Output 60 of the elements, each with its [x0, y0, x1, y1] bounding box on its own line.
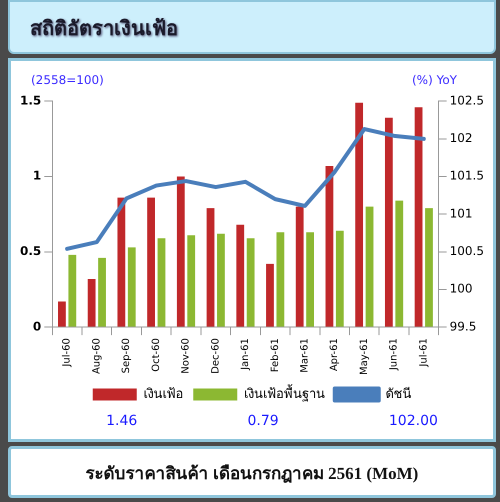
bar: [326, 166, 334, 327]
x-tick-label: Mar-61: [299, 338, 310, 373]
x-tick-label: Nov-60: [180, 338, 192, 374]
bar: [158, 238, 166, 327]
y-tick-label: 1: [32, 168, 42, 183]
y2-tick-label: 102: [450, 130, 473, 145]
bar: [355, 102, 364, 327]
x-tick-label: Jun-61: [388, 338, 400, 372]
y2-tick-label: 99.5: [450, 319, 476, 334]
bar: [58, 302, 66, 327]
y2-tick-label: 100: [450, 282, 473, 296]
text: 1.46: [106, 413, 138, 429]
bar: [306, 232, 314, 327]
x-tick-label: Oct-60: [150, 338, 162, 372]
bar: [414, 107, 422, 327]
bar: [187, 235, 196, 327]
bar: [336, 230, 344, 327]
bar: [395, 200, 404, 327]
y2-axis-title: (%) YoY: [412, 73, 457, 87]
y-tick-label: 0: [32, 319, 42, 334]
bar: [176, 176, 185, 327]
bar: [296, 206, 304, 327]
y-tick-label: 1.5: [20, 93, 42, 108]
y2-tick-label: 100.5: [450, 244, 484, 258]
bar: [117, 198, 126, 327]
x-tick-label: Jul-60: [62, 338, 73, 368]
bar: [366, 206, 374, 327]
bar: [206, 208, 214, 327]
y-axis-title: (2558=100): [31, 73, 104, 87]
bar: [98, 258, 106, 327]
y-tick-label: 0.5: [20, 244, 42, 258]
x-tick-label: Jul-61: [418, 338, 430, 368]
bar: [217, 234, 225, 327]
x-tick-label: Apr-61: [329, 338, 340, 372]
text: 0.79: [248, 413, 279, 429]
bar: [266, 264, 274, 327]
bar: [68, 254, 76, 327]
legend-label: ดัชนี: [385, 386, 412, 402]
x-tick-label: Feb-61: [270, 338, 281, 372]
x-tick-label: May-61: [358, 338, 370, 376]
bar: [147, 198, 155, 327]
x-tick-label: Dec-60: [210, 338, 222, 374]
bar: [246, 238, 255, 327]
legend-label: เงินเฟ้อพื้นฐาน: [244, 384, 325, 402]
y2-tick-label: 101.5: [450, 168, 484, 183]
bar: [128, 247, 136, 327]
text: 102.00: [388, 413, 438, 429]
bar: [425, 208, 433, 327]
bar: [276, 232, 284, 327]
bar: [236, 224, 244, 327]
chart-title: สถิติอัตราเงินเฟ้อ: [30, 15, 178, 42]
text: ระดับราคาสินค้า เดือนกรกฎาคม 2561 (MoM): [86, 462, 418, 485]
y2-tick-label: 102.5: [450, 93, 484, 108]
x-tick-label: Aug-60: [91, 338, 102, 374]
bar: [384, 118, 393, 327]
legend-label: เงินเฟ้อ: [143, 386, 184, 402]
x-tick-label: Jan-61: [240, 338, 252, 371]
y2-tick-label: 101: [450, 206, 473, 220]
x-tick-label: Sep-60: [121, 338, 132, 374]
bar: [88, 278, 96, 327]
